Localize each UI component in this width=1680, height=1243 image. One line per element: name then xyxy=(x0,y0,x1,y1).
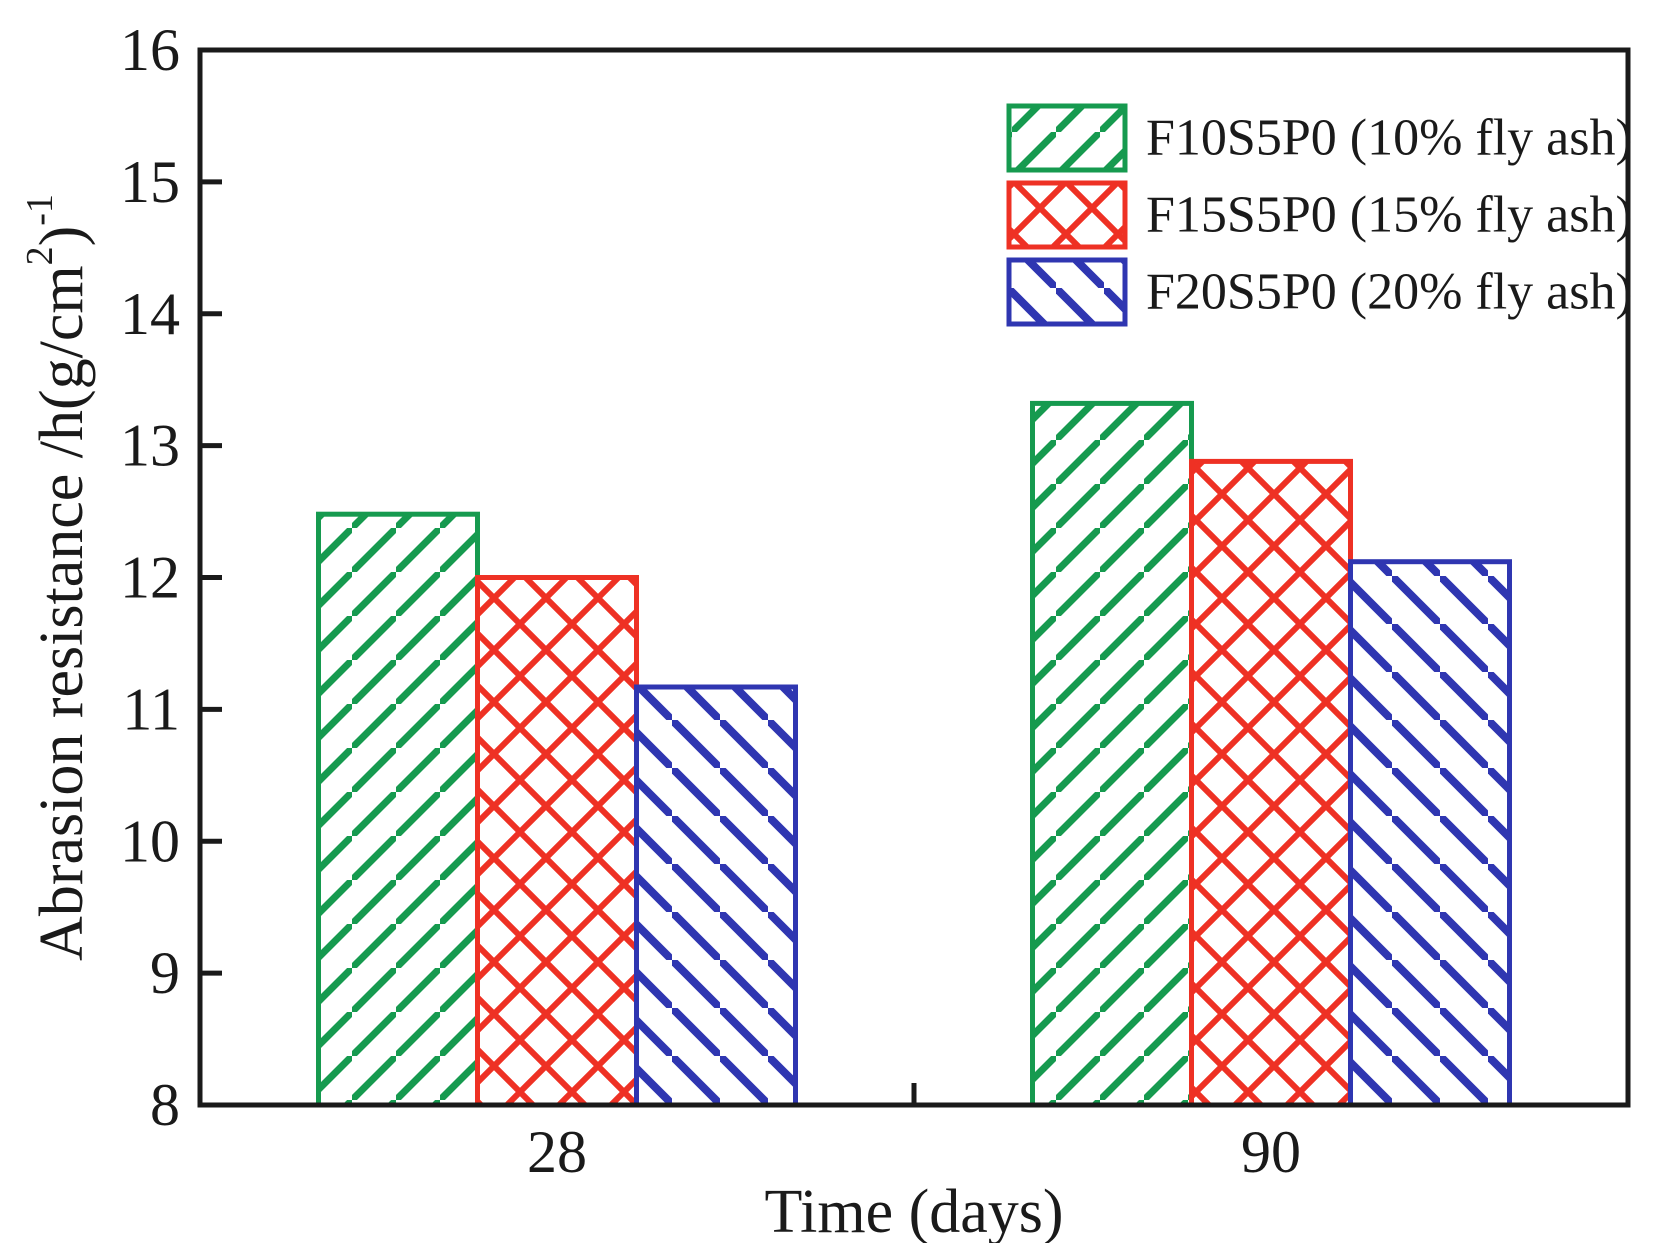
legend-label: F10S5P0 (10% fly ash) xyxy=(1146,110,1633,167)
y-tick-label: 12 xyxy=(120,545,180,611)
axis-layer xyxy=(197,47,1631,1108)
y-tick-label: 8 xyxy=(150,1072,180,1138)
bar-F10S5P0-28d xyxy=(316,511,480,1108)
bar-F15S5P0-90d xyxy=(1189,458,1353,1108)
y-tick-label: 15 xyxy=(120,149,180,215)
y-tick-label: 16 xyxy=(120,17,180,83)
y-tick-label: 13 xyxy=(120,413,180,479)
x-tick-label: 90 xyxy=(1241,1119,1301,1185)
x-axis-title: Time (days) xyxy=(764,1178,1063,1243)
bar-F20S5P0-28d xyxy=(634,684,798,1108)
y-tick-label: 14 xyxy=(120,281,180,347)
bar-F15S5P0-28d xyxy=(475,575,639,1108)
legend-label: F20S5P0 (20% fly ash) xyxy=(1146,264,1633,321)
legend-label: F15S5P0 (15% fly ash) xyxy=(1146,187,1633,244)
legend: F10S5P0 (10% fly ash) F15S5P0 (15% fly as… xyxy=(1006,103,1633,327)
y-tick-label: 9 xyxy=(150,940,180,1006)
y-tick-label: 11 xyxy=(122,676,180,742)
bar-F20S5P0-90d xyxy=(1348,559,1512,1108)
y-axis-title: Abrasion resistance /h(g/cm2)-1 xyxy=(19,194,96,961)
bars-layer xyxy=(316,400,1512,1108)
bar-F10S5P0-90d xyxy=(1030,400,1194,1108)
y-tick-label: 10 xyxy=(120,808,180,874)
x-tick-label: 28 xyxy=(527,1119,587,1185)
legend-swatch-backward-hatch xyxy=(1006,257,1128,327)
legend-swatch-cross-hatch xyxy=(1006,180,1128,250)
label-layer: 8 9 10 11 12 13 14 15 16 28 90 Time (days) Abrasion … xyxy=(19,17,1301,1243)
legend-swatch-forward-hatch xyxy=(1006,103,1128,173)
